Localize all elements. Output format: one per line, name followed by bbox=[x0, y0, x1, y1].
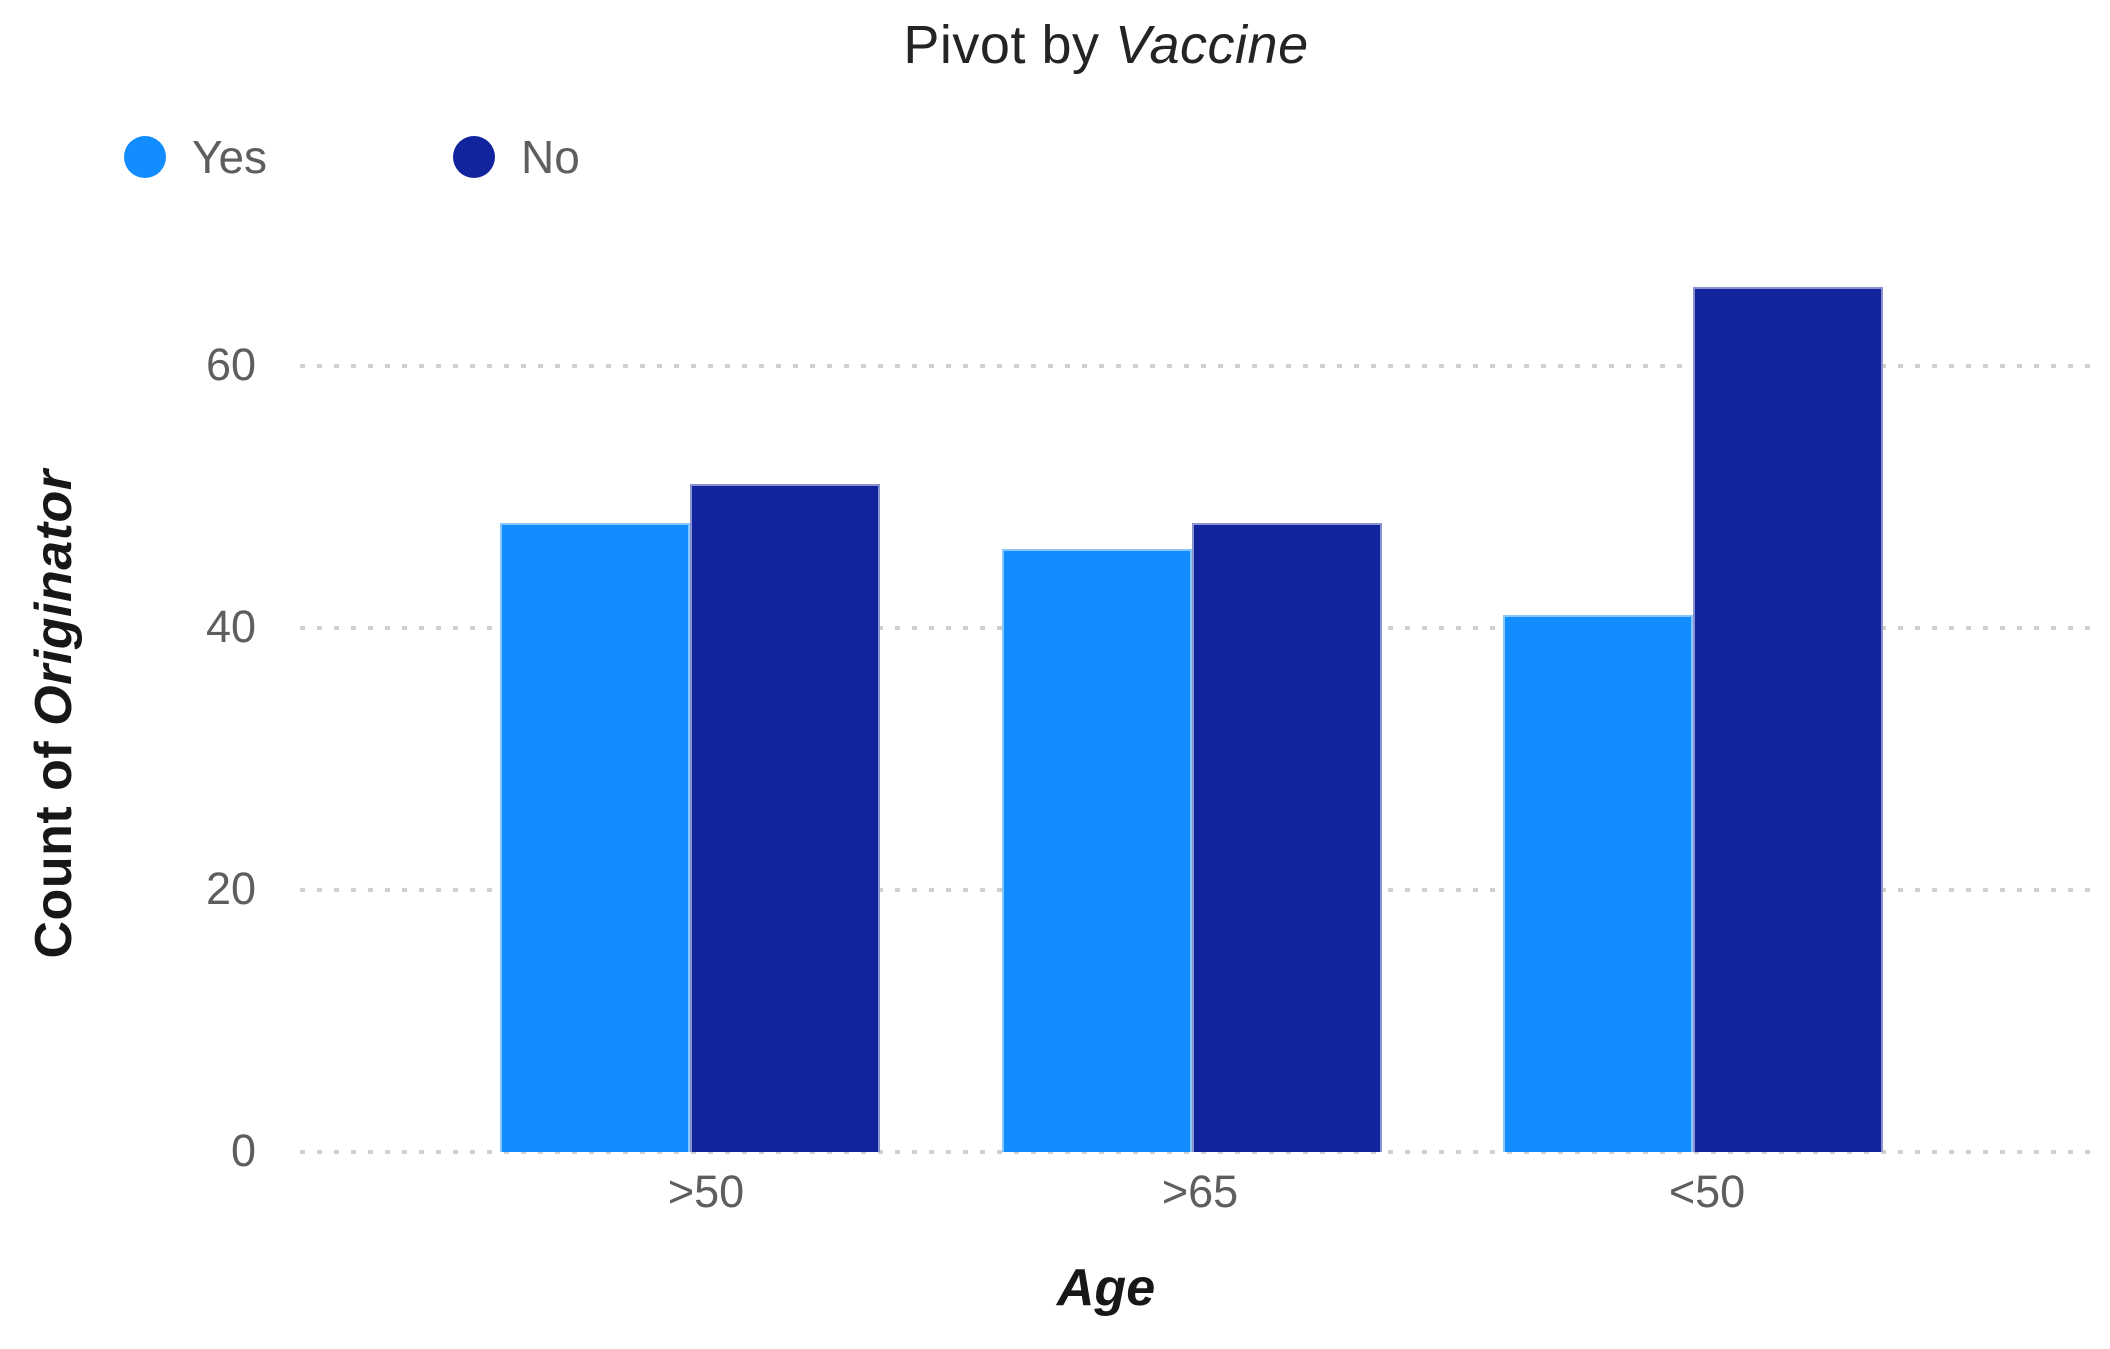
gridline-60 bbox=[300, 364, 2090, 368]
chart-title-prefix: Pivot by bbox=[903, 15, 1115, 75]
y-tick-label-20: 20 bbox=[205, 863, 256, 914]
x-category-label->65: >65 bbox=[1161, 1166, 1239, 1217]
x-axis-title: Age bbox=[1056, 1259, 1156, 1317]
y-axis-title: Count of Originator bbox=[24, 470, 84, 959]
y-axis-title-prefix: Count of bbox=[25, 725, 83, 959]
legend-item-yes[interactable]: Yes bbox=[124, 131, 268, 183]
legend-dot-yes-icon bbox=[124, 136, 166, 178]
y-tick-label-40: 40 bbox=[205, 601, 256, 652]
legend-label-yes: Yes bbox=[192, 131, 268, 183]
legend: Yes No bbox=[124, 131, 580, 183]
y-tick-label-0: 0 bbox=[230, 1125, 256, 1176]
bar-no->65[interactable] bbox=[1192, 523, 1382, 1152]
bar-yes->65[interactable] bbox=[1002, 549, 1192, 1152]
bar-yes->50[interactable] bbox=[500, 523, 690, 1152]
bar-yes-<50[interactable] bbox=[1503, 615, 1693, 1152]
gridline-0 bbox=[300, 1150, 2090, 1154]
y-axis-title-emphasis: Originator bbox=[25, 469, 83, 726]
x-category-label->50: >50 bbox=[667, 1166, 745, 1217]
x-category-label-<50: <50 bbox=[1668, 1166, 1746, 1217]
y-tick-label-60: 60 bbox=[205, 339, 256, 390]
chart-title-emphasis: Vaccine bbox=[1114, 15, 1309, 75]
chart-title: Pivot by Vaccine bbox=[903, 14, 1308, 76]
bar-no->50[interactable] bbox=[690, 484, 880, 1152]
legend-item-no[interactable]: No bbox=[453, 131, 580, 183]
legend-label-no: No bbox=[521, 131, 580, 183]
legend-dot-no-icon bbox=[453, 136, 496, 178]
bar-no-<50[interactable] bbox=[1693, 287, 1883, 1152]
